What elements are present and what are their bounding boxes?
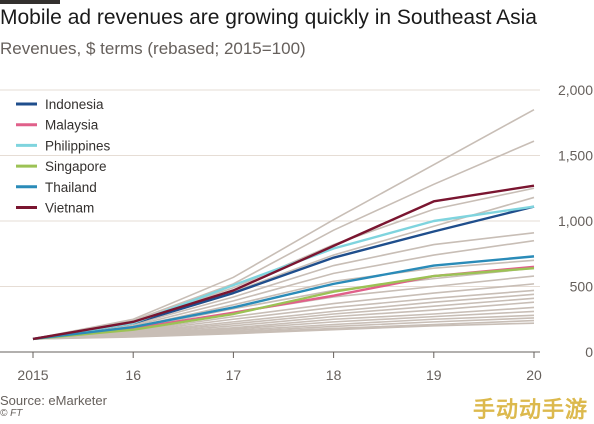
legend-label-vietnam: Vietnam (45, 201, 94, 216)
x-tick-label: 2015 (17, 367, 48, 383)
credit-note: © FT (0, 408, 23, 419)
y-tick-label: 500 (570, 279, 594, 295)
legend-label-thailand: Thailand (45, 180, 97, 195)
series-line-singapore (32, 266, 535, 341)
y-tick-label: 1,000 (558, 213, 593, 229)
series-line-vietnam (32, 184, 535, 341)
y-axis-labels: 0 500 1,000 1,500 2,000 (558, 82, 593, 360)
series-line-thailand (32, 255, 535, 341)
legend-label-philippines: Philippines (45, 138, 111, 153)
legend: Indonesia Malaysia Philippines Singapore Tha… (16, 97, 111, 216)
header-accent-bar (0, 0, 60, 4)
background-series-line (32, 140, 535, 340)
chart-title: Mobile ad revenues are growing quickly i… (0, 6, 537, 29)
x-axis: 2015 16 17 18 19 20 (17, 352, 542, 383)
x-tick-label: 19 (426, 367, 442, 383)
legend-label-malaysia: Malaysia (45, 118, 99, 133)
y-tick-label: 1,500 (558, 148, 593, 164)
legend-label-indonesia: Indonesia (45, 97, 104, 112)
background-series-line (32, 108, 535, 340)
y-tick-label: 0 (585, 344, 593, 360)
legend-label-singapore: Singapore (45, 159, 107, 174)
y-tick-label: 2,000 (558, 82, 593, 98)
watermark-logo: 手动动手游 (472, 397, 588, 422)
x-tick-label: 16 (125, 367, 141, 383)
background-series-line (32, 322, 535, 340)
chart-subtitle: Revenues, $ terms (rebased; 2015=100) (0, 39, 306, 58)
x-tick-label: 20 (526, 367, 542, 383)
source-note: Source: eMarketer (0, 393, 107, 408)
country-series-lines (32, 184, 535, 341)
x-tick-label: 17 (226, 367, 242, 383)
x-tick-label: 18 (326, 367, 342, 383)
